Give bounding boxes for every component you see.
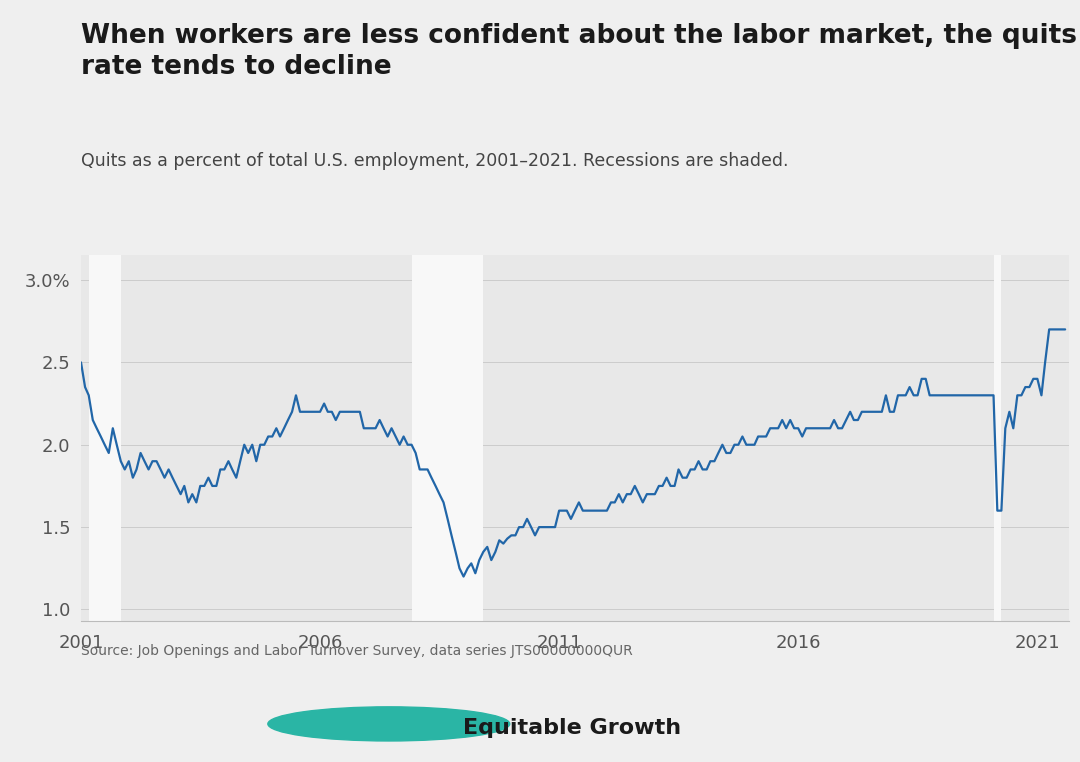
Circle shape (268, 707, 510, 741)
Text: Source: Job Openings and Labor Turnover Survey, data series JTS00000000QUR: Source: Job Openings and Labor Turnover … (81, 644, 633, 658)
Text: When workers are less confident about the labor market, the quits
rate tends to : When workers are less confident about th… (81, 23, 1077, 80)
Bar (994, 255, 1001, 621)
Bar (89, 255, 121, 621)
Text: Quits as a percent of total U.S. employment, 2001–2021. Recessions are shaded.: Quits as a percent of total U.S. employm… (81, 152, 788, 171)
Bar (411, 255, 484, 621)
Text: Equitable Growth: Equitable Growth (463, 718, 681, 738)
